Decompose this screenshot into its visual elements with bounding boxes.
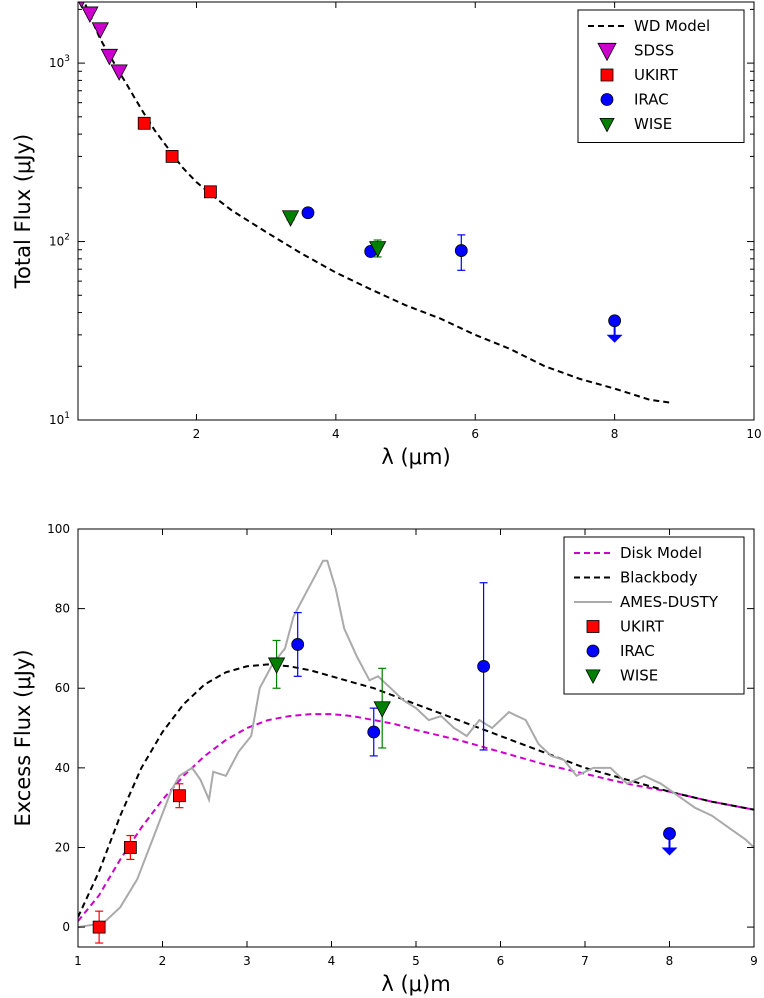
- y-axis-label: Excess Flux (μJy): [11, 649, 35, 826]
- ukirt-point: [92, 920, 106, 934]
- irac-point: [608, 314, 622, 328]
- x-tick-label: 3: [243, 954, 251, 968]
- wise-point: [369, 241, 387, 258]
- disk-model-legend-label: Disk Model: [620, 544, 702, 562]
- blackbody-curve: [78, 663, 754, 918]
- wise-legend-marker: [585, 669, 601, 685]
- ukirt-point: [204, 185, 217, 199]
- excess-flux-panel: 1 2 3 4 5 6 7 8 9 0 20 40 60 80 100 λ (μ)m Excess Flux (…: [11, 522, 758, 996]
- irac-legend-label: IRAC: [620, 642, 655, 660]
- irac-point: [663, 827, 676, 840]
- y-tick-label: 40: [55, 761, 70, 775]
- irac-point: [454, 244, 468, 257]
- total-flux-panel: 2 4 6 8 10 101 102 103 λ (μm) Total Flux (μJy) WD …: [11, 1, 762, 469]
- ukirt-point: [165, 150, 179, 163]
- ukirt-legend-label: UKIRT: [620, 618, 665, 636]
- ukirt-legend-marker: [600, 68, 614, 82]
- y-tick-label: 102: [49, 233, 70, 249]
- plot-frame: [77, 1, 755, 421]
- y-tick-label: 60: [55, 681, 70, 695]
- irac-point: [367, 725, 381, 739]
- ukirt-point: [123, 841, 137, 854]
- y-tick-label: 80: [55, 602, 70, 616]
- y-tick-label: 0: [62, 920, 70, 934]
- sdss-legend-marker: [597, 42, 617, 62]
- sdss-point: [78, 2, 85, 9]
- x-tick-label: 6: [471, 427, 479, 441]
- wise-point: [281, 210, 300, 227]
- ames-dusty-legend-label: AMES-DUSTY: [620, 593, 719, 611]
- y-tick-label: 20: [55, 840, 70, 854]
- irac-point: [291, 638, 305, 651]
- irac-point: [477, 659, 491, 673]
- irac-legend-label: IRAC: [634, 91, 669, 109]
- wise-legend-label: WISE: [634, 115, 672, 133]
- x-axis-label: λ (μ)m: [381, 972, 450, 996]
- x-tick-label: 7: [581, 954, 589, 968]
- wise-point: [267, 657, 286, 675]
- wise-legend-label: WISE: [620, 667, 658, 685]
- sdss-point: [100, 48, 119, 66]
- y-tick-label: 103: [49, 54, 70, 70]
- x-tick-label: 9: [750, 954, 758, 968]
- irac-upper-limit-head: [661, 847, 678, 856]
- x-tick-label: 4: [332, 427, 340, 441]
- ames-dusty-curve: [78, 559, 754, 929]
- legend: WD Model SDSS UKIRT IRAC WISE: [577, 9, 745, 143]
- y-tick-label: 101: [49, 411, 70, 427]
- sdss-point: [91, 22, 109, 39]
- wd-model-legend-label: WD Model: [634, 17, 710, 35]
- sdss-point: [81, 6, 99, 24]
- y-tick-label: 100: [47, 522, 70, 536]
- irac-legend-marker: [600, 93, 614, 106]
- wise-legend-marker: [599, 118, 615, 133]
- plot-area: [78, 559, 754, 944]
- x-tick-label: 8: [666, 954, 674, 968]
- ukirt-point: [172, 789, 186, 803]
- ukirt-legend-label: UKIRT: [634, 66, 679, 84]
- x-tick-label: 1: [74, 954, 82, 968]
- sdss-legend-label: SDSS: [634, 42, 674, 60]
- irac-legend-marker: [586, 644, 600, 658]
- plot-area: [78, 2, 671, 404]
- ukirt-point: [137, 116, 151, 130]
- y-axis-label: Total Flux (μJy): [11, 134, 35, 289]
- ukirt-legend-marker: [586, 620, 600, 633]
- irac-upper-limit-head: [606, 334, 623, 343]
- legend: Disk Model Blackbody AMES-DUSTY UKIRT IRAC WI…: [563, 536, 745, 695]
- disk-model-curve: [78, 713, 754, 922]
- x-tick-label: 2: [193, 427, 201, 441]
- x-tick-label: 2: [159, 954, 167, 968]
- x-tick-label: 8: [611, 427, 619, 441]
- x-tick-label: 5: [412, 954, 420, 968]
- x-axis-label: λ (μm): [381, 445, 450, 469]
- x-tick-label: 4: [328, 954, 336, 968]
- sdss-point: [110, 64, 128, 81]
- wise-point: [373, 701, 391, 718]
- irac-point: [301, 206, 315, 220]
- x-tick-label: 6: [497, 954, 505, 968]
- legend-box: [563, 536, 745, 695]
- blackbody-legend-label: Blackbody: [620, 569, 698, 587]
- x-tick-label: 10: [746, 427, 761, 441]
